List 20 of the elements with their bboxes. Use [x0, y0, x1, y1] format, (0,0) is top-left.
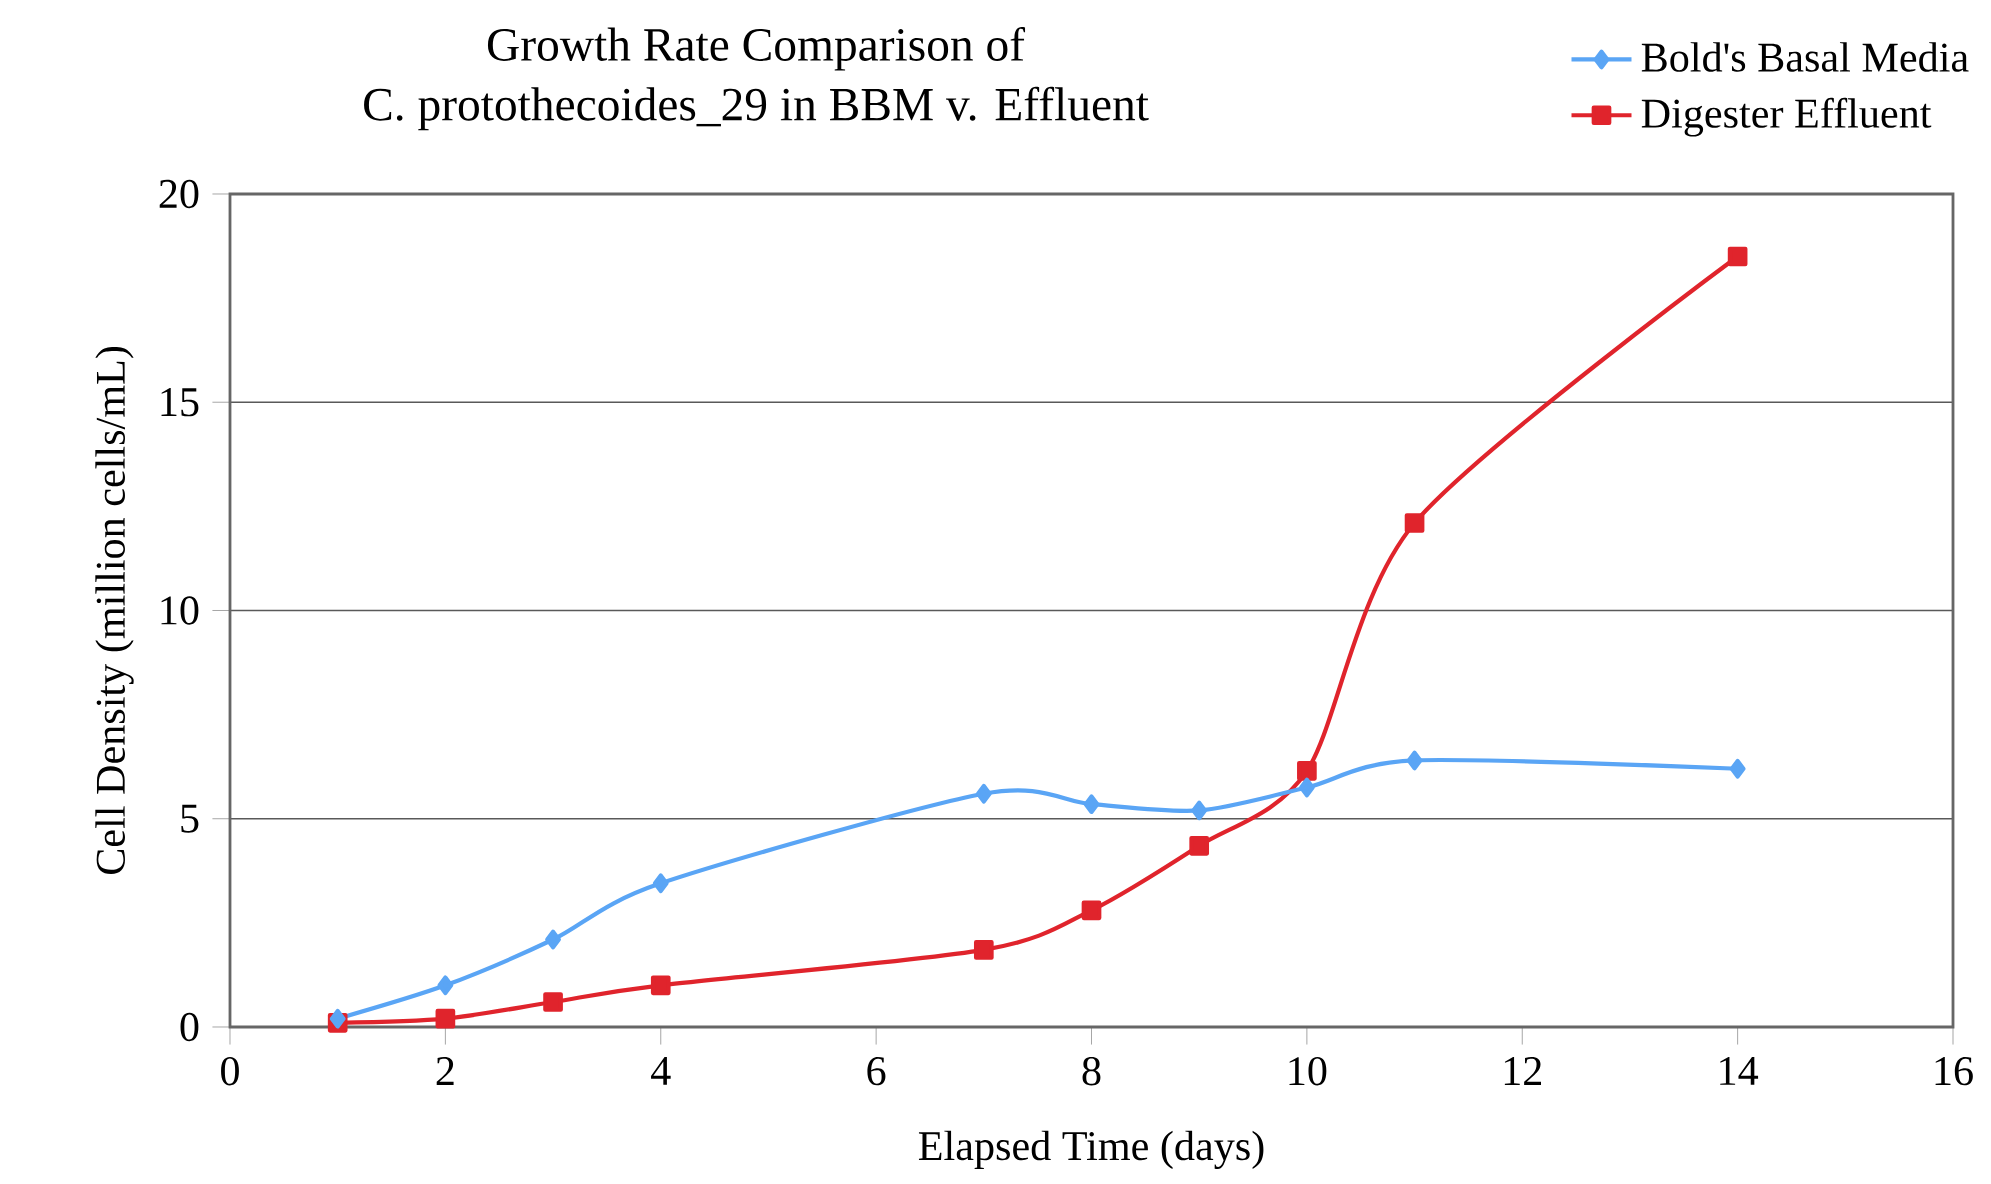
x-tick-label: 14: [1720, 1056, 1759, 1085]
x-axis-title: Elapsed Time (days): [918, 1130, 1264, 1170]
y-tick-label: 15: [161, 388, 199, 417]
y-axis-title: Cell Density (million cells/mL): [95, 346, 134, 875]
chart-title: Growth Rate Comparison of: [487, 27, 1026, 71]
legend-label: Digester Effluent: [1641, 97, 1932, 137]
chart-subtitle: C. protothecoides_29 in BBM v. Effluent: [364, 86, 1149, 131]
y-tick-label: 5: [181, 804, 199, 833]
x-tick-label: 16: [1935, 1056, 1973, 1086]
x-tick-label: 4: [651, 1056, 671, 1085]
y-tick-label: 10: [161, 596, 199, 625]
y-tick-label: 20: [159, 179, 199, 209]
y-tick-label: 0: [180, 1012, 199, 1042]
x-tick-label: 6: [867, 1056, 886, 1086]
x-tick-label: 12: [1504, 1056, 1541, 1085]
x-tick-label: 8: [1082, 1056, 1101, 1086]
x-tick-label: 0: [221, 1056, 239, 1086]
x-tick-label: 2: [436, 1056, 454, 1085]
x-tick-label: 10: [1289, 1056, 1327, 1086]
legend-label: Bold's Basal Media: [1641, 42, 1969, 72]
